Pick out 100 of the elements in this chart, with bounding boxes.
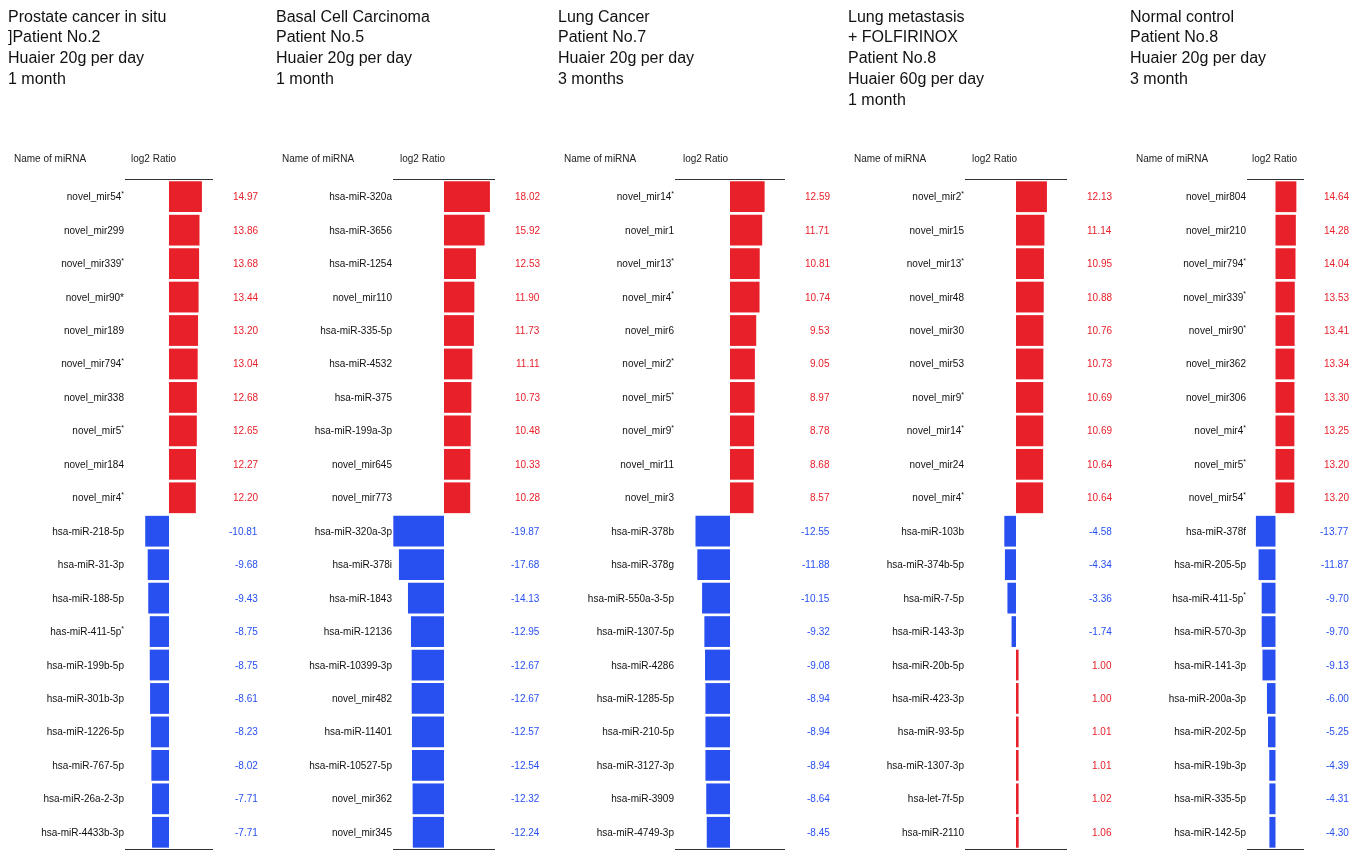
- data-label: -12.24: [511, 827, 540, 838]
- y-tick-label: hsa-miR-19b-3p: [1174, 759, 1247, 771]
- bar: [705, 649, 730, 681]
- data-label: -10.15: [801, 593, 830, 604]
- data-label: 11.71: [805, 225, 830, 236]
- y-tick-label: novel_mir189: [63, 325, 125, 337]
- y-tick-label: novel_mir2$^{*}$: [912, 190, 965, 203]
- y-tick-label: hsa-miR-11401: [324, 726, 393, 738]
- y-tick-label: novel_mir773: [331, 492, 393, 504]
- y-tick-label: hsa-miR-93-5p: [897, 726, 965, 738]
- bar: [706, 816, 730, 848]
- bar: [1011, 616, 1016, 647]
- y-tick-label: novel_mir24: [909, 458, 965, 470]
- data-label: -8.75: [235, 660, 259, 671]
- bar: [1275, 315, 1295, 346]
- data-label: -4.58: [1089, 526, 1113, 537]
- bar: [1016, 181, 1047, 213]
- bar: [444, 281, 475, 313]
- y-tick-label: novel_mir90*: [65, 291, 125, 303]
- data-label: 13.20: [1324, 459, 1350, 470]
- y-tick-label: novel_mir299: [63, 224, 125, 236]
- bar: [706, 783, 730, 815]
- data-label: -8.23: [235, 726, 259, 737]
- data-label: 13.25: [1324, 425, 1350, 436]
- bar: [169, 482, 196, 514]
- bar: [1016, 683, 1019, 714]
- bar: [1261, 582, 1276, 614]
- y-tick-label: hsa-miR-218-5p: [52, 525, 125, 537]
- data-label: -8.94: [807, 693, 831, 704]
- data-label: -4.39: [1326, 760, 1350, 771]
- data-label: 10.33: [515, 459, 541, 470]
- y-tick-label: novel_mir339$^{*}$: [61, 256, 125, 270]
- text: Name of miRNA: [1136, 153, 1209, 164]
- bar: [1275, 281, 1295, 313]
- bar: [1255, 515, 1276, 547]
- bar: [149, 616, 169, 647]
- bar: [730, 181, 765, 213]
- data-label: 13.04: [233, 358, 259, 369]
- bar: [393, 515, 444, 547]
- y-tick-label: hsa-let-7f-5p: [907, 793, 965, 805]
- data-label: -9.43: [235, 593, 259, 604]
- y-tick-label: hsa-miR-1843: [329, 592, 393, 604]
- bar: [1275, 181, 1297, 213]
- data-label: 10.69: [1087, 392, 1113, 403]
- data-label: 13.34: [1324, 358, 1350, 369]
- bar: [444, 382, 472, 413]
- bar: [697, 549, 730, 581]
- bar: [151, 749, 169, 781]
- text: log2 Ratio: [683, 153, 729, 164]
- bar: [1269, 783, 1276, 815]
- bar: [1016, 415, 1044, 447]
- chart-title: Lung Cancer Patient No.7 Huaier 20g per day 3 months: [558, 7, 695, 87]
- data-label: -5.25: [1326, 726, 1350, 737]
- data-label: 8.97: [810, 392, 830, 403]
- bar: [152, 783, 169, 815]
- y-tick-label: hsa-miR-411-5p$^{*}$: [1172, 591, 1247, 604]
- data-label: 12.65: [233, 425, 259, 436]
- data-label: 13.53: [1324, 292, 1350, 303]
- bar: [152, 816, 169, 848]
- bar: [730, 382, 755, 413]
- bar: [1275, 448, 1295, 480]
- y-tick-label: hsa-miR-10527-5p: [309, 759, 393, 771]
- bar: [730, 315, 757, 346]
- data-label: -9.08: [807, 660, 831, 671]
- y-tick-label: novel_mir90$^{*}$: [1188, 323, 1247, 337]
- bar: [1262, 649, 1276, 681]
- y-tick-label: novel_mir4$^{*}$: [1194, 424, 1247, 437]
- bar: [730, 482, 754, 514]
- bar: [169, 382, 197, 413]
- data-label: -4.30: [1326, 827, 1350, 838]
- bar: [169, 248, 200, 280]
- bar: [730, 214, 763, 246]
- bar: [705, 749, 730, 781]
- data-label: -12.54: [511, 760, 540, 771]
- y-tick-label: hsa-miR-1254: [329, 258, 393, 270]
- bar: [1016, 214, 1045, 246]
- y-tick-label: novel_mir9$^{*}$: [912, 390, 965, 403]
- data-label: -9.13: [1326, 660, 1350, 671]
- y-tick-label: hsa-miR-103b: [901, 525, 965, 537]
- y-tick-label: hsa-miR-12136: [323, 626, 393, 638]
- y-tick-label: hsa-miR-3656: [329, 224, 393, 236]
- data-label: -12.32: [511, 793, 540, 804]
- data-label: -8.61: [235, 693, 259, 704]
- data-label: 1.02: [1092, 793, 1112, 804]
- data-label: 9.05: [810, 358, 830, 369]
- y-tick-label: hsa-miR-4433b-3p: [41, 826, 125, 838]
- bar: [169, 415, 197, 447]
- bar: [1258, 549, 1276, 581]
- y-tick-label: novel_mir339$^{*}$: [1183, 290, 1247, 303]
- data-label: -8.64: [807, 793, 831, 804]
- bar: [1275, 415, 1295, 447]
- y-tick-label: hsa-miR-374b-5p: [886, 559, 965, 571]
- bar: [695, 515, 730, 547]
- bar: [169, 214, 200, 246]
- y-tick-label: hsa-miR-205-5p: [1174, 559, 1247, 571]
- y-tick-label: novel_mir184: [63, 458, 125, 470]
- data-label: 13.20: [233, 325, 259, 336]
- bar: [411, 683, 444, 714]
- bar: [444, 248, 476, 280]
- data-label: -12.95: [511, 626, 540, 637]
